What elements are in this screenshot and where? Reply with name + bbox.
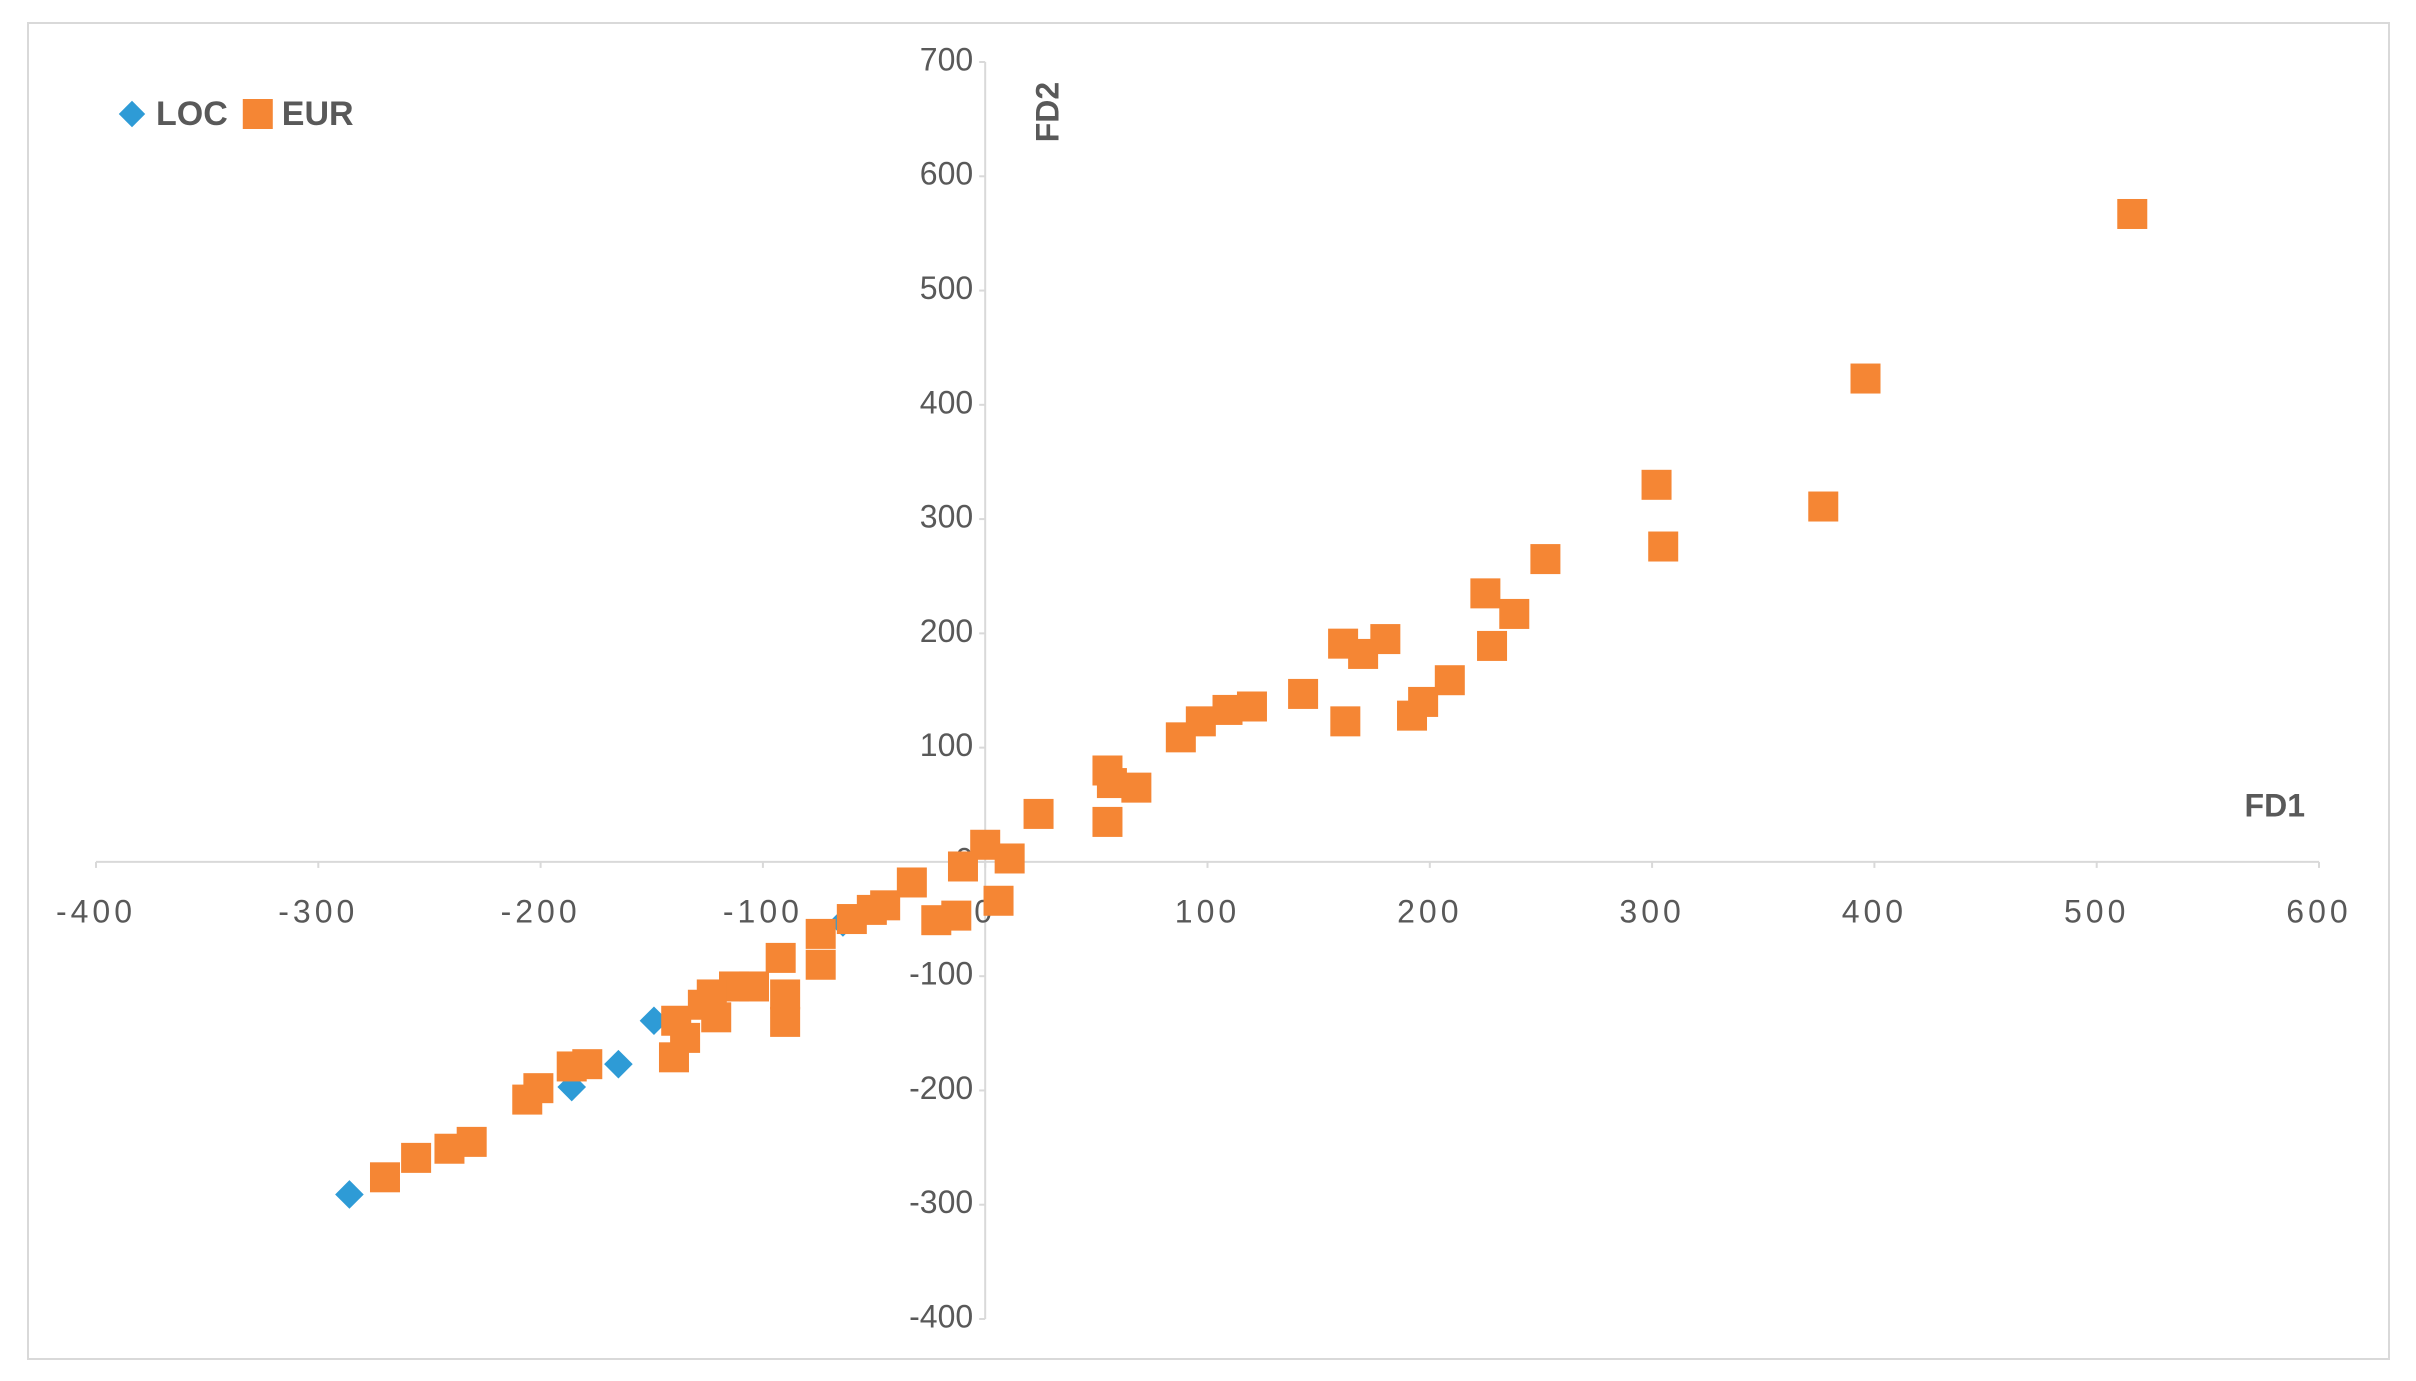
data-point — [512, 1084, 543, 1115]
y-axis-label: FD2 — [1029, 82, 1065, 142]
data-point — [770, 1006, 801, 1037]
y-tick-label: 700 — [920, 41, 973, 77]
data-point — [701, 1002, 732, 1033]
data-point — [1023, 798, 1054, 829]
data-point — [1288, 678, 1319, 709]
data-point — [1850, 363, 1881, 394]
data-point — [1096, 768, 1127, 799]
x-tick-label: 600 — [2286, 893, 2351, 929]
y-tick-label: 600 — [920, 156, 973, 192]
data-point — [805, 918, 836, 949]
y-tick-label: 400 — [920, 384, 973, 420]
x-tick-label: 100 — [1175, 893, 1240, 929]
data-point — [401, 1142, 432, 1173]
data-point — [335, 1180, 364, 1209]
y-tick-label: 200 — [920, 613, 973, 649]
data-point — [1808, 491, 1839, 522]
data-point — [1348, 638, 1379, 669]
data-point — [947, 851, 978, 882]
data-point — [1648, 531, 1679, 562]
data-point — [1434, 665, 1465, 696]
y-tick-label: 500 — [920, 270, 973, 306]
x-tick-label: -400 — [56, 893, 136, 929]
x-tick-label: -100 — [723, 893, 803, 929]
y-tick-label: -200 — [909, 1070, 973, 1106]
data-point — [434, 1133, 465, 1164]
data-point — [1499, 598, 1530, 629]
x-tick-label: 300 — [1619, 893, 1684, 929]
legend-marker — [242, 99, 273, 129]
y-tick-label: -100 — [909, 956, 973, 992]
legend-label: EUR — [282, 95, 354, 133]
data-point — [1470, 578, 1501, 609]
data-point — [369, 1162, 400, 1193]
data-point — [1397, 700, 1428, 731]
x-tick-label: -300 — [278, 893, 358, 929]
data-point — [765, 942, 796, 973]
chart-border — [27, 22, 2390, 1360]
x-axis-label: FD1 — [2245, 787, 2305, 823]
y-tick-label: 100 — [920, 727, 973, 763]
y-tick-label: -300 — [909, 1184, 973, 1220]
data-point — [1477, 630, 1508, 661]
x-tick-label: -200 — [501, 893, 581, 929]
data-point — [836, 904, 867, 935]
legend-marker — [118, 100, 146, 128]
legend-label: LOC — [156, 95, 228, 133]
data-point — [1092, 806, 1123, 837]
data-point — [639, 1006, 669, 1036]
data-point — [2117, 198, 2148, 229]
data-point — [556, 1051, 587, 1082]
x-tick-label: 200 — [1397, 893, 1462, 929]
data-point — [1165, 722, 1196, 753]
y-tick-label: -400 — [909, 1298, 973, 1334]
data-point — [921, 905, 952, 936]
data-point — [1212, 694, 1243, 725]
data-point — [1330, 706, 1361, 737]
y-tick-label: 300 — [920, 499, 973, 535]
data-point — [770, 979, 801, 1010]
data-point — [658, 1042, 689, 1073]
data-point — [983, 885, 1014, 916]
data-point — [1641, 469, 1672, 500]
x-tick-label: 400 — [1842, 893, 1907, 929]
data-point — [805, 949, 836, 980]
data-point — [896, 867, 927, 898]
x-tick-label: 500 — [2064, 893, 2129, 929]
data-point — [604, 1049, 633, 1079]
data-point — [994, 843, 1025, 874]
data-point — [1530, 544, 1561, 575]
